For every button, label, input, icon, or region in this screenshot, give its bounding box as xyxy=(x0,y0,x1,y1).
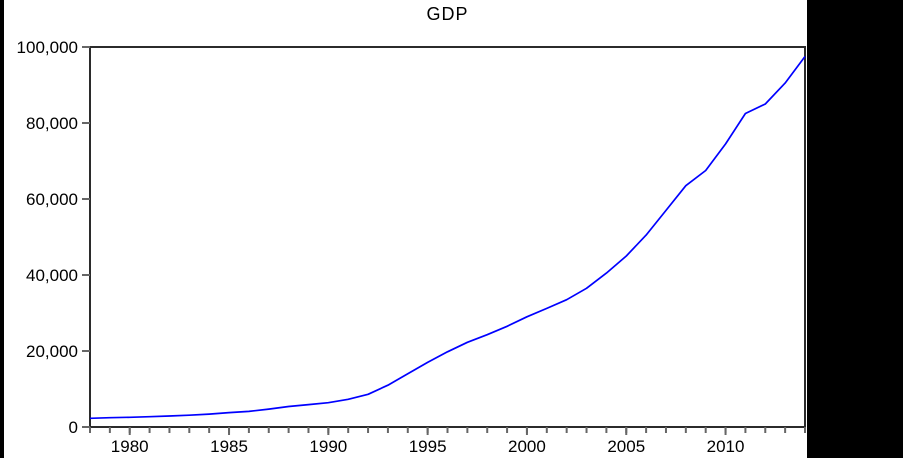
x-axis-tick-label: 1990 xyxy=(309,437,347,456)
y-axis-tick-label: 60,000 xyxy=(26,190,78,209)
y-axis-tick-label: 40,000 xyxy=(26,266,78,285)
chart-title: GDP xyxy=(426,4,469,24)
plot-frame xyxy=(89,46,806,428)
gdp-line xyxy=(89,55,806,420)
x-axis-tick-label: 2005 xyxy=(607,437,645,456)
y-axis-tick-label: 0 xyxy=(69,418,78,437)
x-axis-tick-label: 2010 xyxy=(707,437,745,456)
y-axis-tick-label: 100,000 xyxy=(17,38,78,57)
plot-area: 0 20,000 40,000 60,000 80,000 100,000 1980 1985… xyxy=(17,38,806,456)
x-axis-tick-label: 2000 xyxy=(508,437,546,456)
x-axis-tick-label: 1985 xyxy=(210,437,248,456)
y-axis-tick-label: 80,000 xyxy=(26,114,78,133)
chart-canvas: GDP 0 20,000 40,000 60,000 80,000 100,000 1980… xyxy=(4,0,807,458)
x-axis-tick-label: 1980 xyxy=(111,437,149,456)
x-axis-tick-label: 1995 xyxy=(409,437,447,456)
y-axis-tick-label: 20,000 xyxy=(26,342,78,361)
